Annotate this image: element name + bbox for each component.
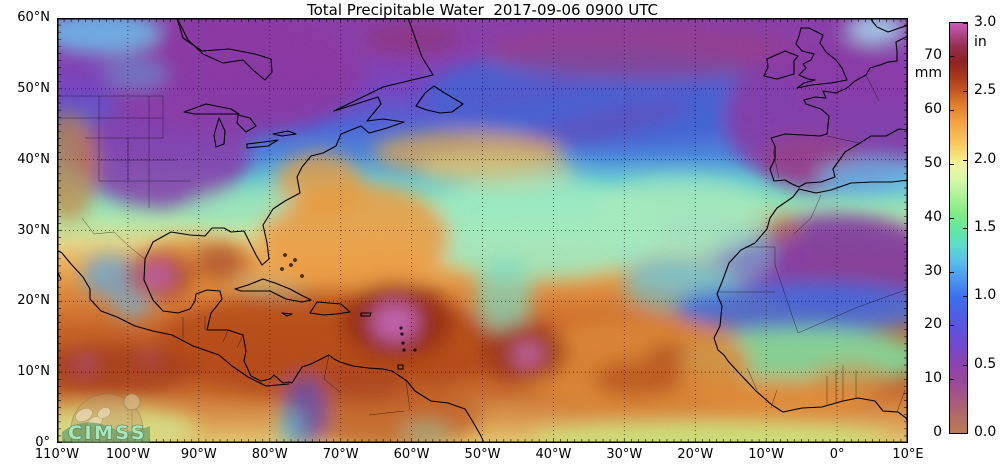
colorbar-tick-mark (963, 364, 967, 366)
y-tick-label: 40°N (17, 151, 50, 167)
x-tick-label: 80°W (251, 447, 288, 462)
colorbar-tick-mark (950, 56, 954, 58)
colorbar-unit-in: in (974, 34, 987, 50)
colorbar-mm-tick-label: 70 (924, 47, 942, 64)
colorbar-mm-tick-label: 0 (933, 424, 942, 440)
logo-text: CIMSS (68, 422, 147, 443)
colorbar-mm-tick-label: 20 (924, 316, 942, 333)
colorbar-in-tick-label: 2.5 (974, 82, 997, 99)
colorbar-in-tick-label: 0.5 (974, 355, 997, 372)
colorbar-unit-mm: mm (914, 65, 942, 82)
x-tick-label: 90°W (180, 447, 217, 462)
x-tick-label: 20°W (677, 447, 714, 462)
x-tick-label: 10°W (748, 447, 785, 462)
political-borders (57, 74, 908, 416)
colorbar-mm-tick-label: 60 (924, 101, 942, 118)
colorbar-mm-tick-label: 30 (924, 262, 942, 279)
coastlines (57, 18, 908, 443)
x-tick-label: 100°W (105, 447, 150, 462)
colorbar-in-tick-label: 0.0 (974, 424, 997, 440)
colorbar-mm-tick-label: 40 (924, 208, 942, 225)
colorbar-tick-mark (950, 379, 954, 381)
y-tick-label: 10°N (17, 364, 50, 380)
y-tick-label: 50°N (17, 80, 50, 96)
x-tick-label: 110°W (34, 447, 80, 462)
logo-sun-icon (123, 393, 141, 411)
logo-hill (62, 422, 150, 443)
colorbar-tick-mark (963, 159, 967, 161)
colorbar-mm-tick-label: 50 (924, 154, 942, 171)
colorbar-mm-tick-label: 10 (924, 370, 942, 387)
colorbar-tick-mark (950, 163, 954, 165)
colorbar-tick-mark (963, 23, 967, 24)
colorbar-tick-mark (950, 325, 954, 327)
x-tick-label: 30°W (606, 447, 643, 462)
colorbar-in-tick-label: 1.0 (974, 287, 997, 304)
colorbar-in-tick-label: 2.0 (974, 150, 997, 167)
x-tick-label: 50°W (464, 447, 501, 462)
colorbar-in-tick-label: 3.0 (974, 14, 997, 30)
plot-frame (57, 18, 908, 443)
x-tick-label: 10°E (892, 447, 924, 462)
x-tick-label: 0° (829, 447, 845, 462)
colorbar-tick-mark (950, 110, 954, 112)
x-tick-label: 60°W (393, 447, 430, 462)
map-plot: CIMSS (57, 18, 908, 443)
y-tick-label: 0° (35, 435, 50, 450)
colorbar-in-tick-label: 1.5 (974, 219, 997, 235)
colorbar-tick-mark (963, 91, 967, 93)
x-tick-label: 40°W (535, 447, 572, 462)
y-tick-label: 60°N (17, 10, 50, 25)
colorbar-tick-mark (963, 228, 967, 229)
cimss-logo: CIMSS (60, 388, 152, 443)
x-tick-label: 70°W (322, 447, 359, 462)
graticule (57, 18, 908, 443)
colorbar-tick-mark (950, 271, 954, 273)
page-title: Total Precipitable Water 2017-09-06 0900… (306, 1, 658, 19)
tpw-map-image (57, 18, 908, 443)
y-tick-label: 20°N (17, 293, 50, 309)
colorbar-gradient (949, 22, 968, 434)
y-tick-label: 30°N (17, 222, 50, 238)
axis-minor-ticks (57, 18, 908, 443)
colorbar-tick-mark (950, 217, 954, 219)
colorbar-tick-mark (963, 296, 967, 298)
